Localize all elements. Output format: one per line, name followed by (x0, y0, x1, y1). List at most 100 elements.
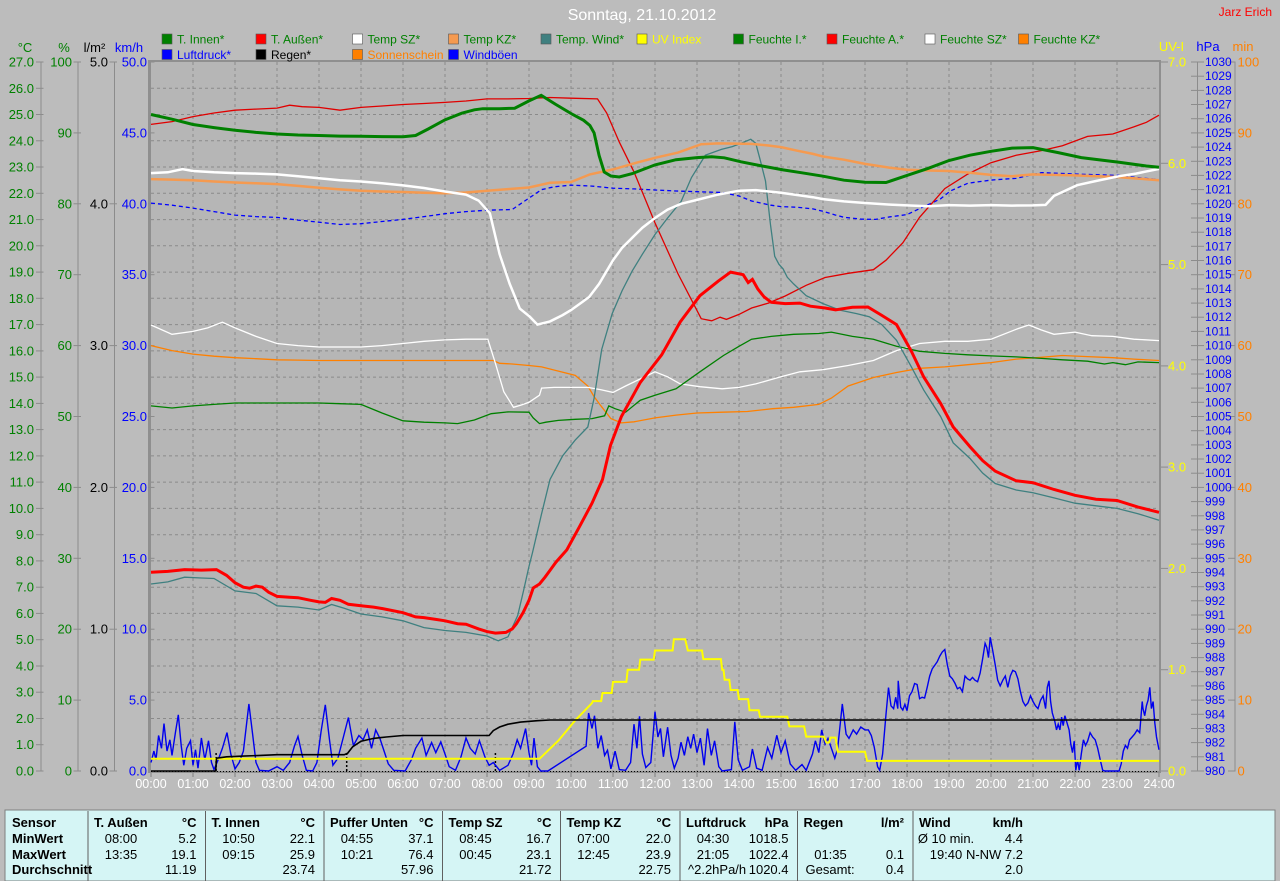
svg-text:19.0: 19.0 (9, 265, 34, 280)
svg-text:Ø 10 min.: Ø 10 min. (918, 831, 974, 846)
svg-text:983: 983 (1205, 722, 1225, 736)
svg-text:min: min (1233, 39, 1254, 54)
svg-text:2.0: 2.0 (90, 480, 108, 495)
svg-text:10.0: 10.0 (122, 622, 147, 637)
svg-text:1015: 1015 (1205, 268, 1232, 282)
svg-text:Regen: Regen (804, 815, 844, 830)
svg-text:1000: 1000 (1205, 480, 1232, 494)
svg-text:Feuchte A.*: Feuchte A.* (842, 33, 904, 47)
svg-text:5.2: 5.2 (178, 831, 196, 846)
svg-text:Temp SZ: Temp SZ (449, 815, 503, 830)
svg-text:5.0: 5.0 (129, 693, 147, 708)
svg-text:986: 986 (1205, 679, 1225, 693)
svg-text:70: 70 (1238, 267, 1252, 282)
svg-text:7.0: 7.0 (1168, 55, 1186, 70)
svg-text:l/m²: l/m² (881, 815, 905, 830)
svg-text:7.0: 7.0 (16, 580, 34, 595)
svg-text:1026: 1026 (1205, 112, 1232, 126)
svg-text:1028: 1028 (1205, 83, 1232, 97)
svg-text:Temp. Wind*: Temp. Wind* (556, 33, 624, 47)
svg-text:09:15: 09:15 (222, 847, 255, 862)
svg-text:50: 50 (1238, 409, 1252, 424)
svg-text:2.0: 2.0 (1168, 561, 1186, 576)
svg-text:Feuchte SZ*: Feuchte SZ* (940, 33, 1007, 47)
svg-text:18:00: 18:00 (891, 777, 922, 791)
svg-text:20.0: 20.0 (9, 238, 34, 253)
svg-text:22.75: 22.75 (638, 862, 671, 877)
svg-text:1004: 1004 (1205, 424, 1232, 438)
svg-text:16:00: 16:00 (807, 777, 838, 791)
svg-text:1020.4: 1020.4 (749, 862, 789, 877)
svg-text:02:00: 02:00 (219, 777, 250, 791)
svg-text:11:00: 11:00 (598, 777, 628, 791)
svg-text:30: 30 (1238, 551, 1252, 566)
svg-text:04:30: 04:30 (697, 831, 730, 846)
svg-text:998: 998 (1205, 509, 1225, 523)
svg-text:25.0: 25.0 (9, 107, 34, 122)
svg-text:01:00: 01:00 (177, 777, 208, 791)
svg-text:6.0: 6.0 (1168, 156, 1186, 171)
svg-text:04:00: 04:00 (303, 777, 334, 791)
svg-text:23.1: 23.1 (526, 847, 551, 862)
svg-text:995: 995 (1205, 551, 1225, 565)
svg-text:40: 40 (1238, 480, 1252, 495)
svg-text:80: 80 (58, 196, 72, 211)
svg-text:25.0: 25.0 (122, 409, 147, 424)
svg-text:Luftdruck*: Luftdruck* (177, 48, 231, 62)
svg-text:57.96: 57.96 (401, 862, 434, 877)
svg-text:4.0: 4.0 (90, 196, 108, 211)
svg-text:10:50: 10:50 (222, 831, 255, 846)
svg-text:14:00: 14:00 (723, 777, 754, 791)
svg-text:0.0: 0.0 (129, 764, 147, 779)
svg-text:07:00: 07:00 (429, 777, 460, 791)
svg-text:°C: °C (18, 40, 33, 55)
svg-text:1020: 1020 (1205, 197, 1232, 211)
svg-text:T. Innen*: T. Innen* (177, 33, 225, 47)
svg-text:13:00: 13:00 (681, 777, 712, 791)
svg-text:4.4: 4.4 (1005, 831, 1023, 846)
svg-text:3.0: 3.0 (16, 685, 34, 700)
svg-text:5.0: 5.0 (16, 632, 34, 647)
svg-text:1022: 1022 (1205, 168, 1232, 182)
svg-text:50: 50 (58, 409, 72, 424)
svg-text:°C: °C (182, 815, 197, 830)
svg-text:40: 40 (58, 480, 72, 495)
svg-text:100: 100 (1238, 55, 1260, 70)
svg-text:Luftdruck: Luftdruck (686, 815, 747, 830)
svg-text:1019: 1019 (1205, 211, 1232, 225)
svg-text:22.0: 22.0 (646, 831, 671, 846)
svg-text:Windböen: Windböen (464, 48, 518, 62)
svg-text:19:00: 19:00 (933, 777, 964, 791)
svg-text:Temp KZ: Temp KZ (567, 815, 622, 830)
svg-text:2.0: 2.0 (16, 711, 34, 726)
svg-text:00:45: 00:45 (459, 847, 492, 862)
svg-text:1021: 1021 (1205, 183, 1232, 197)
svg-text:981: 981 (1205, 750, 1225, 764)
svg-text:90: 90 (1238, 125, 1252, 140)
svg-text:18.0: 18.0 (9, 291, 34, 306)
svg-text:993: 993 (1205, 580, 1225, 594)
svg-text:l/m²: l/m² (84, 40, 106, 55)
svg-text:T. Außen: T. Außen (94, 815, 148, 830)
svg-text:1.0: 1.0 (16, 737, 34, 752)
svg-text:Feuchte KZ*: Feuchte KZ* (1034, 33, 1101, 47)
svg-text:22:00: 22:00 (1059, 777, 1090, 791)
svg-text:1030: 1030 (1205, 55, 1232, 69)
svg-text:MaxWert: MaxWert (12, 847, 67, 862)
svg-text:27.0: 27.0 (9, 55, 34, 70)
svg-text:997: 997 (1205, 523, 1225, 537)
svg-text:1017: 1017 (1205, 239, 1232, 253)
svg-text:hPa: hPa (1196, 39, 1220, 54)
svg-text:60: 60 (58, 338, 72, 353)
svg-text:^2.2hPa/h: ^2.2hPa/h (688, 862, 746, 877)
svg-text:21.0: 21.0 (9, 212, 34, 227)
svg-text:12.0: 12.0 (9, 448, 34, 463)
svg-text:01:35: 01:35 (814, 847, 847, 862)
svg-text:23.74: 23.74 (282, 862, 315, 877)
svg-text:Wind: Wind (919, 815, 951, 830)
svg-text:1.0: 1.0 (1168, 662, 1186, 677)
svg-text:UV Index: UV Index (652, 33, 701, 47)
svg-text:11.19: 11.19 (165, 862, 197, 877)
svg-text:1018.5: 1018.5 (749, 831, 789, 846)
svg-text:T. Außen*: T. Außen* (271, 33, 323, 47)
